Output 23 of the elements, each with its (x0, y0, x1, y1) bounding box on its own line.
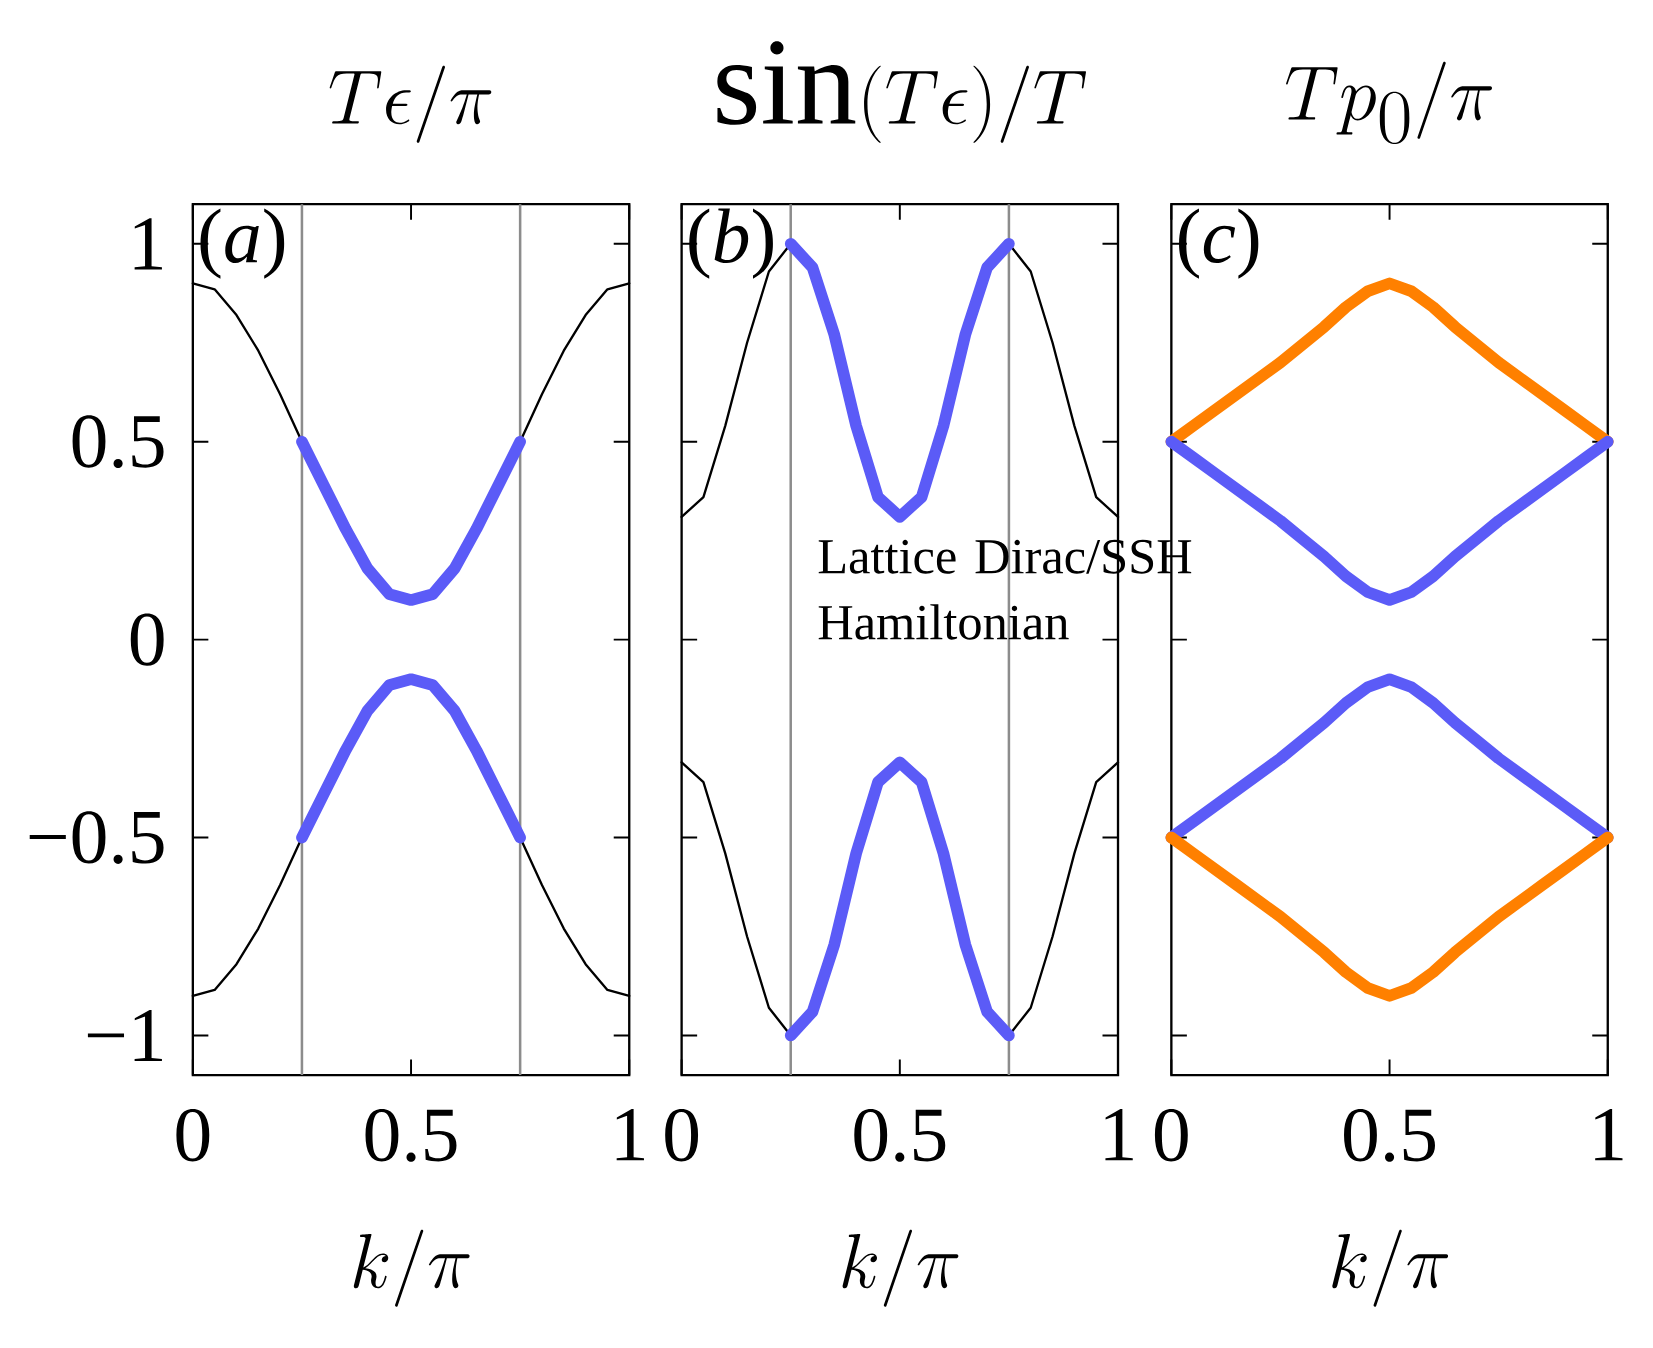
x-tick-label: 1 (616, 1109, 644, 1161)
x-tick-label: 1 (1595, 1109, 1623, 1161)
y-tick-label: −0.5 (29, 811, 164, 864)
chart-title: $T\epsilon/\pi$ (329, 65, 492, 143)
y-tick-label: −1 (87, 1009, 162, 1062)
x-tick-label: 0.5 (854, 1109, 946, 1162)
annotation: (c) (1179, 208, 1259, 279)
x-axis-title: $k/\pi$ (1332, 1229, 1449, 1307)
x-tick-label: 0.5 (1344, 1109, 1435, 1162)
x-axis-title: $k/\pi$ (353, 1229, 470, 1307)
x-tick-label: 0 (1154, 1109, 1188, 1162)
annotation: (a) (200, 208, 285, 279)
annotation: (b) (689, 208, 773, 279)
x-tick-label: 0 (665, 1109, 699, 1162)
chart-title: $Tp_0/\pi$ (1286, 61, 1492, 145)
x-tick-label: 0.5 (365, 1109, 457, 1162)
x-tick-label: 0 (176, 1109, 210, 1162)
y-tick-label: 0.5 (72, 415, 164, 469)
x-axis-title: $k/\pi$ (842, 1229, 959, 1307)
chart-title: $\sin(T\epsilon)/T$ (717, 41, 1086, 143)
y-tick-label: 1 (134, 218, 162, 270)
x-tick-label: 1 (1105, 1109, 1133, 1161)
y-tick-label: 0 (130, 613, 164, 666)
